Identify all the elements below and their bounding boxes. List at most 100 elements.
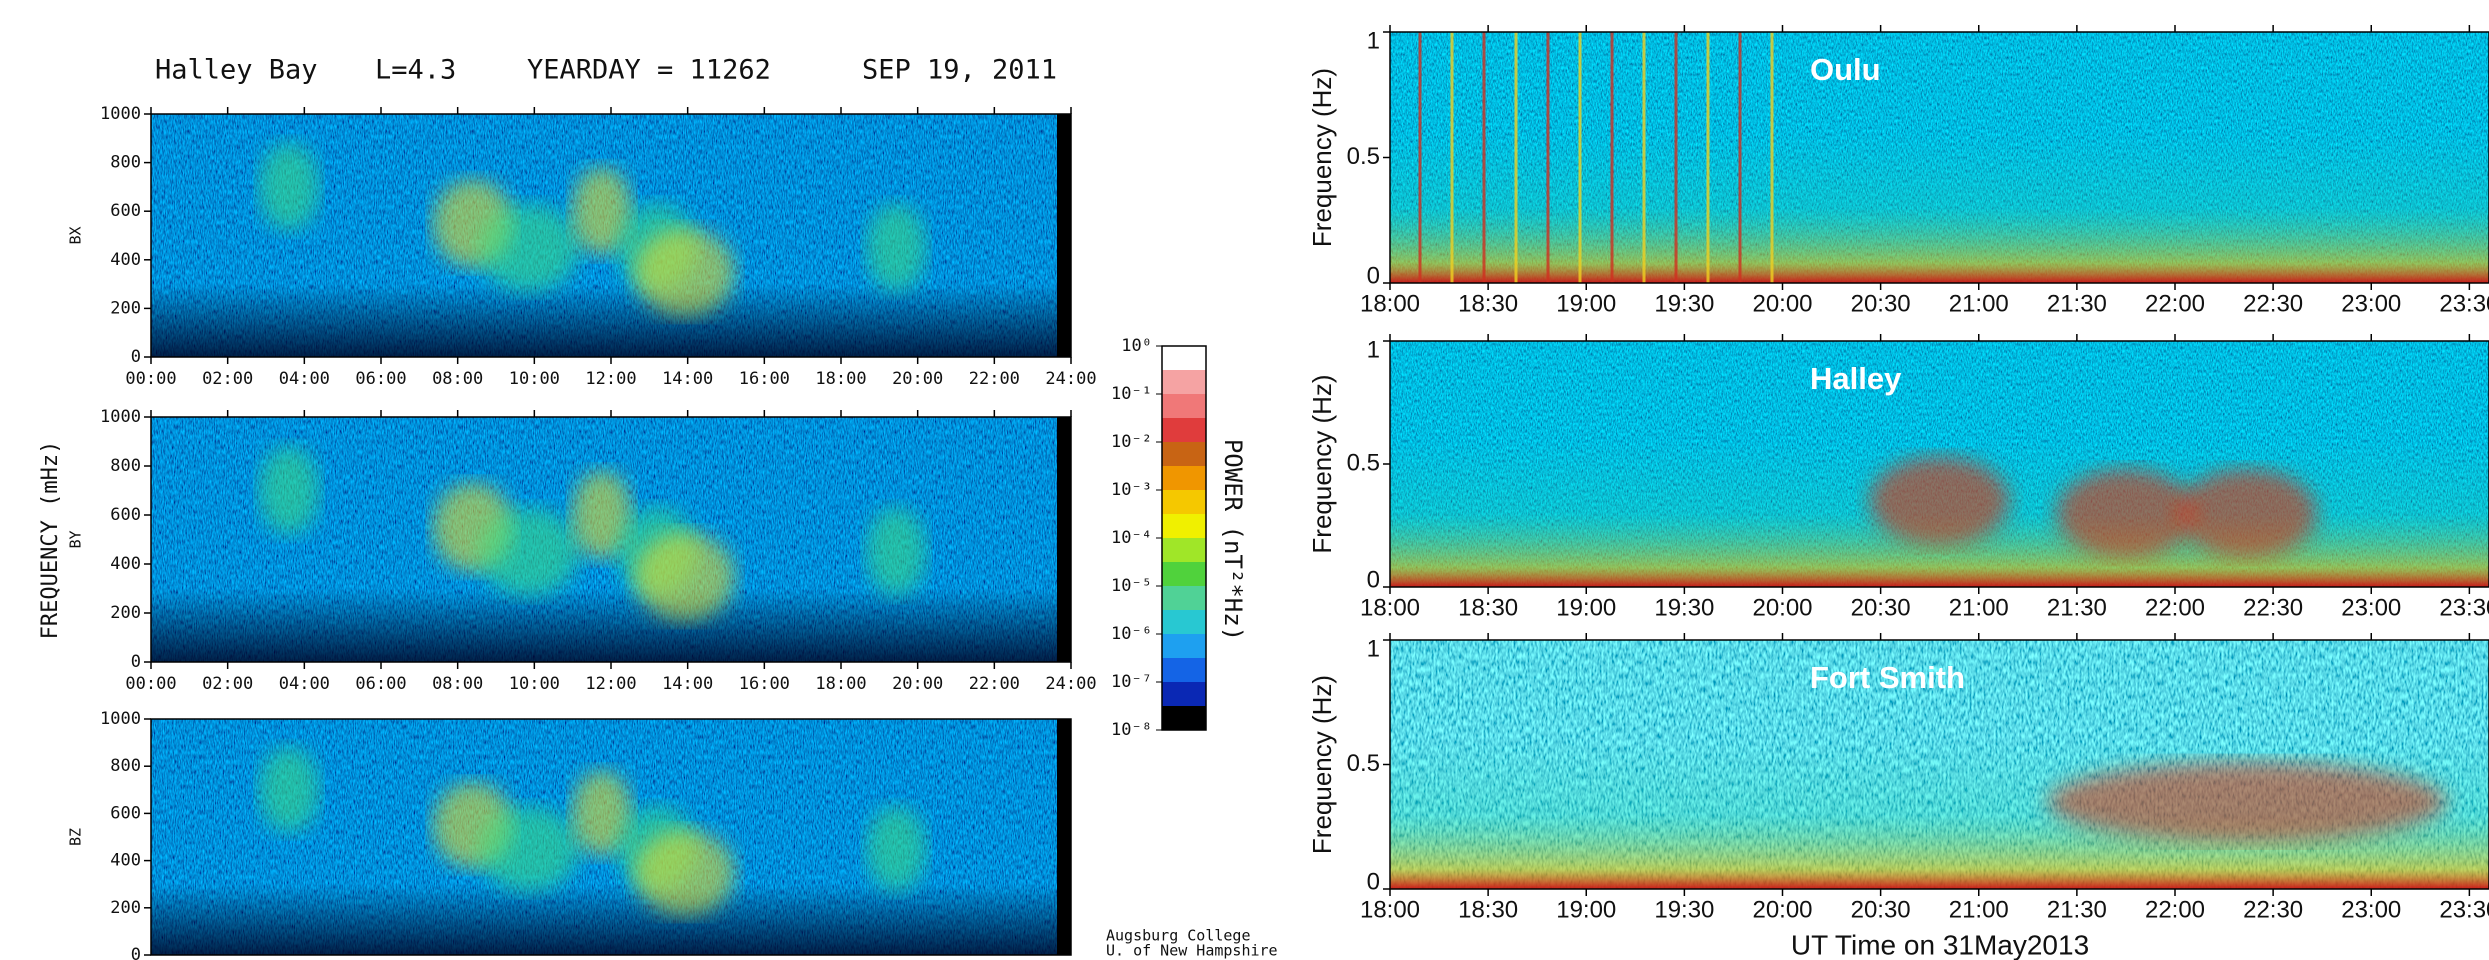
x-tick-label: 20:30 — [1851, 290, 1911, 317]
y-tick-label: 0 — [131, 945, 141, 960]
x-tick-label: 12:00 — [585, 369, 636, 389]
colorbar-segment — [1162, 706, 1206, 731]
colorbar-segment — [1162, 442, 1206, 467]
x-tick-label: 00:00 — [125, 369, 176, 389]
x-tick-label: 18:30 — [1458, 290, 1518, 317]
y-tick-label: 0 — [1367, 868, 1380, 895]
spectrogram-feature — [866, 806, 927, 892]
y-tick-label: 1 — [1367, 336, 1380, 363]
y-tick-label: 800 — [110, 456, 141, 476]
credit: U. of New Hampshire — [1106, 942, 1278, 960]
colorbar-segment — [1162, 490, 1206, 515]
colorbar-tick-label: 10⁻⁵ — [1111, 576, 1152, 596]
header-text: Halley Bay — [155, 55, 318, 86]
colorbar-tick-label: 10⁻² — [1111, 432, 1152, 452]
spectrogram-feature — [2056, 468, 2197, 558]
header-text: YEARDAY = 11262 — [527, 55, 771, 86]
x-tick-label: 23:00 — [2341, 896, 2401, 923]
y-tick-label: 400 — [110, 554, 141, 574]
y-tick-label: 0.5 — [1347, 449, 1380, 476]
colorbar-segment — [1162, 562, 1206, 587]
x-tick-label: 16:00 — [739, 369, 790, 389]
y-tick-label: 0.5 — [1347, 750, 1380, 777]
colorbar-tick-label: 10⁰ — [1121, 336, 1152, 356]
y-tick-label: 400 — [110, 851, 141, 871]
y-tick-label: 1000 — [100, 104, 141, 124]
x-tick-label: 12:00 — [585, 674, 636, 694]
x-tick-label: 19:30 — [1654, 896, 1714, 923]
colorbar-tick-label: 10⁻⁴ — [1111, 528, 1152, 548]
data-gap — [1057, 719, 1071, 955]
colorbar-segment — [1162, 538, 1206, 563]
spectrogram-feature — [478, 806, 579, 892]
spectrogram-shade — [1390, 32, 2489, 283]
spectrogram-feature — [478, 507, 579, 596]
y-tick-label: 0 — [131, 347, 141, 367]
x-tick-label: 20:00 — [892, 369, 943, 389]
x-tick-label: 02:00 — [202, 674, 253, 694]
y-tick-label: 600 — [110, 803, 141, 823]
x-tick-label: 10:00 — [509, 369, 560, 389]
x-tick-label: 04:00 — [279, 369, 330, 389]
x-tick-label: 21:00 — [1949, 290, 2009, 317]
panel-title: Fort Smith — [1810, 660, 1965, 695]
x-tick-label: 18:30 — [1458, 594, 1518, 621]
x-tick-label: 18:00 — [815, 674, 866, 694]
spectrogram-feature — [2047, 761, 2448, 842]
panel: 0 0.5 1 18:00 18:30 19:00 19:30 20:00 20:30 21:00… — [1307, 334, 2489, 621]
x-tick-label: 22:00 — [969, 674, 1020, 694]
x-tick-label: 14:00 — [662, 369, 713, 389]
colorbar-segment — [1162, 658, 1206, 683]
y-tick-label: 1 — [1367, 635, 1380, 662]
panel-title: Halley — [1810, 361, 1902, 396]
colorbar-segment — [1162, 346, 1206, 371]
x-tick-label: 16:00 — [739, 674, 790, 694]
colorbar-title: POWER (nT²*Hz) — [1219, 439, 1247, 641]
x-tick-label: 20:00 — [892, 674, 943, 694]
x-tick-label: 19:00 — [1556, 896, 1616, 923]
spectrogram-feature — [259, 747, 319, 833]
colorbar-tick-label: 10⁻⁷ — [1111, 672, 1152, 692]
x-tick-label: 21:00 — [1949, 594, 2009, 621]
colorbar-tick-label: 10⁻⁸ — [1111, 720, 1152, 740]
colorbar-tick-label: 10⁻¹ — [1111, 384, 1152, 404]
x-tick-label: 22:00 — [969, 369, 1020, 389]
y-tick-label: 200 — [110, 603, 141, 623]
x-tick-label: 20:00 — [1752, 594, 1812, 621]
x-tick-label: 20:30 — [1851, 896, 1911, 923]
y-axis-title: Frequency (Hz) — [1307, 68, 1337, 247]
x-tick-label: 22:30 — [2243, 594, 2303, 621]
spectrogram-feature — [1869, 456, 2010, 546]
x-tick-label: 18:00 — [1360, 896, 1420, 923]
x-tick-label: 18:00 — [1360, 594, 1420, 621]
x-tick-label: 10:00 — [509, 674, 560, 694]
spectrogram-feature — [571, 470, 632, 560]
x-tick-label: 18:00 — [815, 369, 866, 389]
header-text: L=4.3 — [375, 55, 456, 86]
x-tick-label: 08:00 — [432, 674, 483, 694]
x-tick-label: 23:30 — [2439, 290, 2489, 317]
y-tick-label: 0 — [131, 652, 141, 672]
spectrogram-feature — [866, 507, 927, 596]
x-tick-label: 04:00 — [279, 674, 330, 694]
y-tick-label: 800 — [110, 153, 141, 173]
panel: 0 0.5 1 18:00 18:30 19:00 19:30 20:00 20:30 21:00… — [1307, 633, 2489, 960]
colorbar-segment — [1162, 586, 1206, 611]
colorbar-segment — [1162, 514, 1206, 539]
x-tick-label: 23:30 — [2439, 896, 2489, 923]
x-tick-label: 21:30 — [2047, 896, 2107, 923]
x-tick-label: 08:00 — [432, 369, 483, 389]
x-tick-label: 24:00 — [1045, 369, 1096, 389]
spectrogram-feature — [2177, 468, 2318, 558]
colorbar-segment — [1162, 466, 1206, 491]
spectrogram-feature — [634, 532, 735, 621]
x-tick-label: 22:30 — [2243, 896, 2303, 923]
panel: 0 200 400 600 800 1000 BZ — [67, 709, 1072, 960]
x-tick-label: 22:00 — [2145, 594, 2205, 621]
x-tick-label: 24:00 — [1045, 674, 1096, 694]
y-tick-label: 400 — [110, 250, 141, 270]
spectrogram-feature — [634, 829, 735, 915]
x-tick-label: 22:00 — [2145, 290, 2205, 317]
